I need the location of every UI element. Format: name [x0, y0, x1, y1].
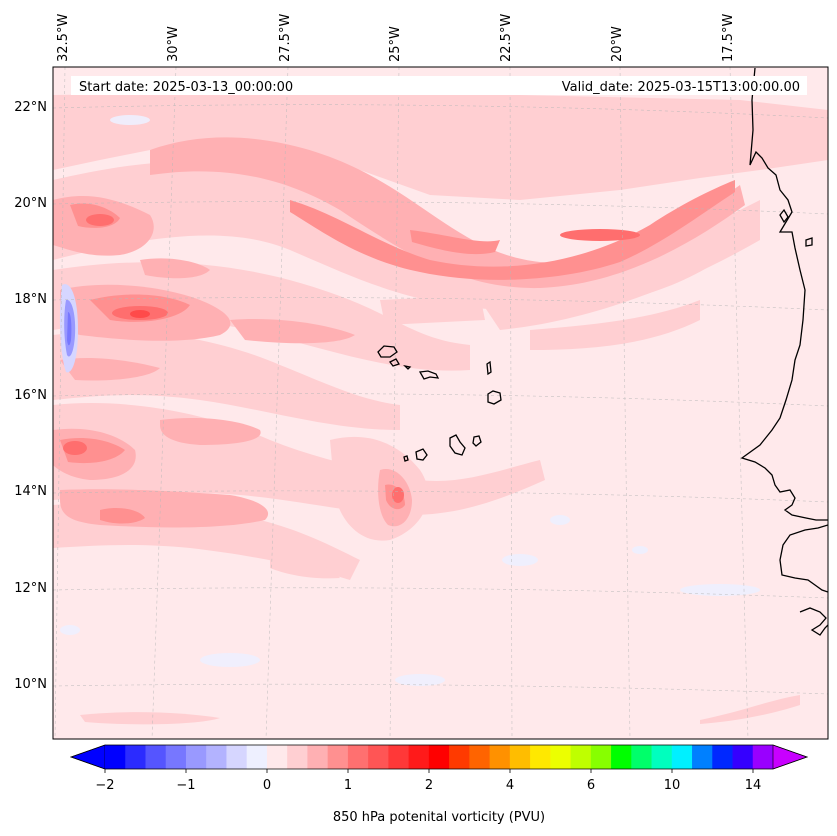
cb-tick-label: 10	[664, 778, 681, 793]
lat-label-12n: 12°N	[14, 581, 47, 596]
island-sao-nicolau	[418, 370, 440, 380]
island-fogo	[415, 448, 428, 461]
colorbar-tick-labels: −2 −1 0 1 2 4 6 10 14	[95, 778, 761, 793]
colorbar-ticks	[104, 769, 754, 773]
valid-date-box: Valid_date: 2025-03-15T13:00:00.00	[541, 76, 807, 95]
colorbar-cell	[145, 745, 167, 769]
colorbar-cell	[388, 745, 410, 769]
colorbar-cell	[287, 745, 308, 769]
valid-date-text: Valid_date: 2025-03-15T13:00:00.00	[562, 80, 800, 95]
colorbar-cell	[530, 745, 551, 769]
cb-tick-label: 1	[344, 778, 352, 793]
colorbar-cell	[246, 745, 268, 769]
cape-verde-islands	[377, 345, 502, 462]
colorbar-cell	[185, 745, 207, 769]
cb-tick-label: 6	[587, 778, 595, 793]
colorbar-cell	[206, 745, 227, 769]
lon-label-17-5w: 17.5°W	[721, 14, 736, 62]
colorbar-cell	[631, 745, 652, 769]
start-date-text: Start date: 2025-03-13_00:00:00	[79, 80, 293, 95]
lon-label-22-5w: 22.5°W	[499, 14, 514, 62]
colorbar-cell	[428, 745, 450, 769]
colorbar-over-triangle	[772, 744, 808, 770]
cb-tick-label: 4	[506, 778, 514, 793]
colorbar-cell	[671, 745, 693, 769]
island-santiago	[449, 434, 466, 456]
lon-label-32-5w: 32.5°W	[56, 14, 71, 62]
colorbar-cell	[347, 745, 369, 769]
map-panel: Start date: 2025-03-13_00:00:00 Valid_da…	[52, 66, 829, 740]
cb-tick-label: 14	[745, 778, 762, 793]
colorbar-cell	[368, 745, 389, 769]
island-sal	[486, 360, 492, 376]
colorbar-cell	[469, 745, 490, 769]
colorbar-cell	[226, 745, 248, 769]
lat-label-18n: 18°N	[14, 292, 47, 307]
colorbar-cells	[105, 745, 774, 769]
lon-label-20w: 20°W	[610, 26, 625, 62]
cb-tick-label: 2	[425, 778, 433, 793]
island-santo-antao	[377, 345, 398, 358]
colorbar-cell	[712, 745, 733, 769]
latitude-labels: 22°N 20°N 18°N 16°N 14°N 12°N 10°N	[14, 100, 47, 692]
start-date-box: Start date: 2025-03-13_00:00:00	[71, 76, 541, 95]
colorbar-cell	[550, 745, 571, 769]
island-santa-luzia	[403, 364, 412, 370]
gridlines	[53, 67, 828, 739]
pv-near-zero-bottom	[80, 558, 800, 725]
cb-tick-label: −1	[176, 778, 195, 793]
colorbar-cell	[125, 745, 146, 769]
colorbar-cell	[307, 745, 329, 769]
colorbar-cell	[489, 745, 511, 769]
pv-band-medium	[53, 137, 745, 528]
lat-label-20n: 20°N	[14, 196, 47, 211]
coastlines	[740, 67, 828, 636]
colorbar-label: 850 hPa potenital vorticity (PVU)	[333, 810, 545, 825]
pv-field	[53, 67, 828, 739]
island-boa-vista	[487, 390, 502, 405]
pv-slight-negative	[60, 115, 760, 686]
lon-label-30w: 30°W	[166, 26, 181, 62]
colorbar-cell	[732, 745, 754, 769]
cb-tick-label: 0	[263, 778, 271, 793]
colorbar-cell	[590, 745, 612, 769]
lat-label-16n: 16°N	[14, 388, 47, 403]
cb-tick-label: −2	[95, 778, 114, 793]
island-sao-vicente	[389, 358, 400, 367]
pv-core-peak	[130, 310, 150, 318]
colorbar-cell	[611, 745, 632, 769]
lon-label-27-5w: 27.5°W	[278, 14, 293, 62]
island-brava	[403, 455, 409, 462]
pv-negative	[59, 284, 78, 373]
colorbar-cell	[266, 745, 288, 769]
colorbar-cell	[165, 745, 187, 769]
colorbar-cell	[408, 745, 430, 769]
longitude-labels: 32.5°W 30°W 27.5°W 25°W 22.5°W 20°W 17.5…	[56, 14, 736, 62]
colorbar-cell	[449, 745, 470, 769]
colorbar-cell	[651, 745, 673, 769]
colorbar-cell	[692, 745, 713, 769]
colorbar-cell	[327, 745, 349, 769]
map-frame	[52, 66, 829, 740]
lat-label-14n: 14°N	[14, 484, 47, 499]
colorbar-under-triangle	[70, 744, 106, 770]
colorbar-cell	[105, 745, 126, 769]
guinea-bissau-coast	[779, 524, 828, 593]
lat-label-10n: 10°N	[14, 677, 47, 692]
lat-label-22n: 22°N	[14, 100, 47, 115]
africa-coastline	[740, 67, 828, 521]
colorbar: −2 −1 0 1 2 4 6 10 14 850 hPa potenital …	[69, 744, 809, 825]
colorbar-cell	[570, 745, 592, 769]
lon-label-25w: 25°W	[388, 26, 403, 62]
colorbar-cell	[509, 745, 531, 769]
bijagos-coast	[799, 607, 828, 636]
island-maio	[472, 435, 482, 447]
colorbar-cell	[752, 745, 774, 769]
